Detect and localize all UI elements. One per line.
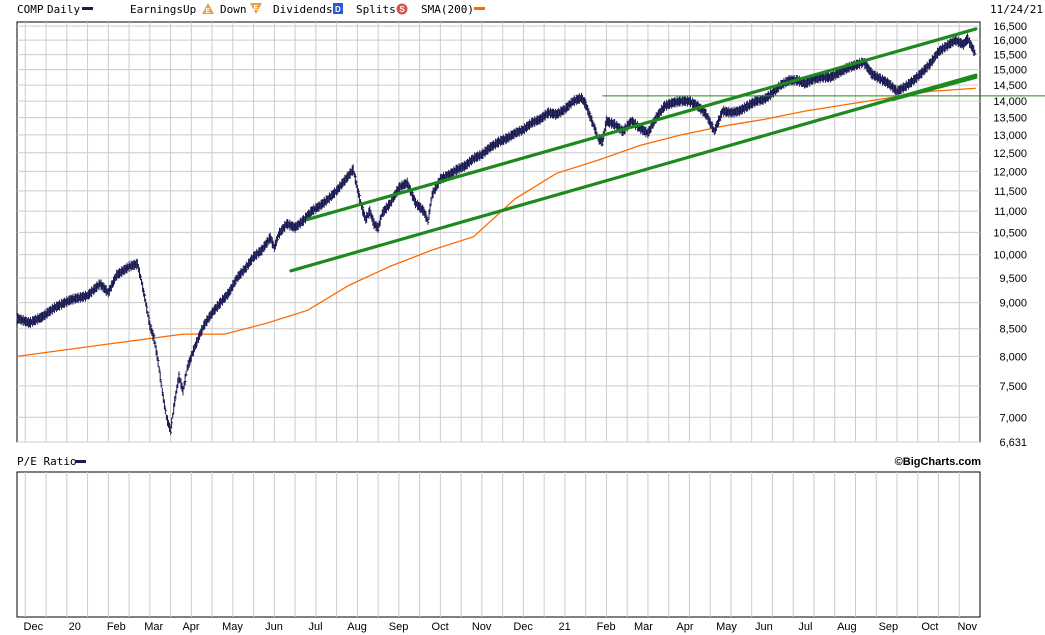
pe-panel [16, 471, 981, 618]
pe-swatch [75, 460, 86, 463]
legend-splits: Splits [356, 3, 396, 16]
trend-line [289, 73, 978, 273]
y-axis-ticks: 16,500 16,000 15,500 15,000 14,500 14,000 13,5… [993, 21, 1027, 449]
x-tick-label: Nov [957, 621, 977, 633]
y-tick-label: 9,000 [999, 298, 1027, 310]
legend-earnings: Earnings [130, 3, 183, 16]
earnings-up-icon-letter: E [206, 8, 211, 15]
y-tick-label: 7,500 [999, 381, 1027, 393]
x-tick-label: Dec [513, 621, 533, 633]
x-tick-label: Nov [472, 621, 492, 633]
y-tick-label: 6,631 [999, 437, 1027, 449]
legend: COMP Daily Earnings Up E Down E Dividend… [17, 3, 1043, 16]
x-tick-label: Aug [837, 621, 857, 633]
y-tick-label: 13,500 [993, 113, 1027, 125]
y-tick-label: 11,000 [994, 206, 1027, 218]
x-tick-label: 20 [69, 621, 81, 633]
dividends-icon-letter: D [335, 5, 341, 14]
legend-earnings-up: Up [183, 3, 196, 16]
x-tick-label: Oct [921, 621, 938, 633]
x-tick-label: Sep [389, 621, 409, 633]
legend-frequency: Daily [47, 3, 80, 16]
dividends-icon: D [333, 3, 343, 14]
legend-dividends: Dividends [273, 3, 333, 16]
x-tick-label: Feb [597, 621, 616, 633]
pe-ratio-label: P/E Ratio [17, 455, 77, 468]
x-tick-label: Mar [144, 621, 163, 633]
x-tick-label: Aug [347, 621, 367, 633]
bigcharts-brand: ©BigCharts.com [895, 456, 982, 468]
price-bars [16, 33, 977, 435]
y-tick-label: 8,500 [999, 324, 1027, 336]
x-tick-label: Jun [755, 621, 773, 633]
date-label: 11/24/21 [990, 3, 1043, 16]
earnings-up-icon: E [202, 3, 214, 15]
y-tick-label: 8,000 [999, 351, 1027, 363]
legend-sma: SMA(200) [421, 3, 474, 16]
price-swatch [82, 7, 93, 10]
y-tick-label: 13,000 [993, 130, 1027, 142]
x-tick-label: Apr [182, 621, 199, 633]
trendlines [289, 27, 1045, 273]
x-axis-ticks: Dec 20 Feb Mar Apr May Jun Jul Aug Sep Oct Nov Dec 21… [24, 621, 978, 633]
y-tick-label: 10,500 [993, 227, 1027, 239]
x-tick-label: Apr [676, 621, 693, 633]
pe-grid [24, 472, 960, 617]
y-tick-label: 7,000 [999, 412, 1027, 424]
y-tick-label: 14,000 [993, 96, 1027, 108]
x-tick-label: Dec [24, 621, 44, 633]
legend-earnings-down: Down [220, 3, 247, 16]
splits-icon: S [396, 3, 408, 15]
y-tick-label: 14,500 [993, 80, 1027, 92]
y-tick-label: 12,500 [993, 148, 1027, 160]
y-tick-label: 10,000 [993, 250, 1027, 262]
y-tick-label: 12,000 [993, 166, 1027, 178]
x-tick-label: Sep [879, 621, 899, 633]
y-tick-label: 16,500 [993, 21, 1027, 33]
x-tick-label: Feb [107, 621, 126, 633]
y-tick-label: 11,500 [994, 186, 1027, 198]
trend-line [305, 27, 978, 222]
legend-symbol: COMP [17, 3, 44, 16]
price-series [16, 33, 977, 435]
x-tick-label: Oct [432, 621, 449, 633]
y-tick-label: 9,500 [999, 273, 1027, 285]
sma-line [16, 87, 976, 358]
y-tick-label: 15,500 [993, 50, 1027, 62]
grid [17, 22, 980, 443]
y-tick-label: 15,000 [993, 65, 1027, 77]
sma-series [16, 87, 976, 358]
earnings-down-icon-letter: E [254, 5, 259, 12]
earnings-down-icon: E [250, 3, 262, 14]
x-tick-label: Jun [265, 621, 283, 633]
x-tick-label: May [222, 621, 243, 633]
x-tick-label: Mar [634, 621, 653, 633]
x-tick-label: 21 [558, 621, 570, 633]
x-tick-label: Jul [798, 621, 812, 633]
y-tick-label: 16,000 [993, 35, 1027, 47]
x-tick-label: May [716, 621, 737, 633]
x-tick-label: Jul [309, 621, 323, 633]
splits-icon-letter: S [400, 5, 406, 14]
sma-swatch [474, 7, 485, 10]
